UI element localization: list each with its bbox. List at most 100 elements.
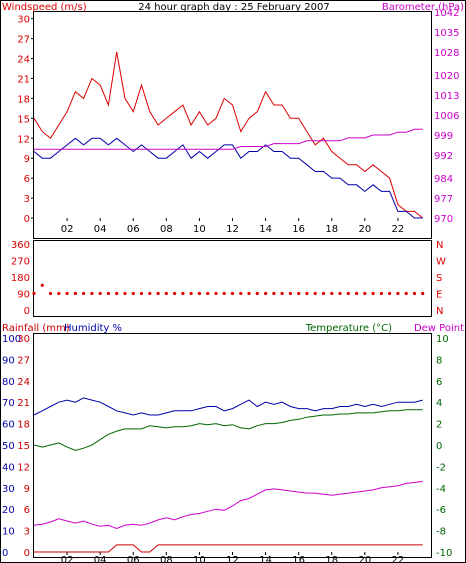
y-left-tick-label: 6 — [24, 174, 30, 185]
rain-tick-label: 18 — [17, 420, 30, 431]
panel3-humidity-label: Humidity % — [64, 323, 122, 334]
direction-point — [363, 291, 367, 296]
direction-point — [379, 291, 383, 296]
y-left-tick-label: 3 — [24, 194, 30, 205]
x-tick-label: 12 — [226, 555, 239, 563]
direction-compass-label: E — [436, 290, 442, 301]
humidity-tick-label: 100 — [2, 334, 21, 345]
panel2-frame — [33, 240, 432, 317]
direction-point — [73, 291, 77, 296]
direction-compass-label: W — [436, 257, 446, 268]
x-tick-label: 22 — [392, 555, 405, 563]
x-tick-label: 12 — [226, 224, 239, 235]
direction-point — [247, 291, 251, 296]
x-tick-label: 10 — [193, 555, 206, 563]
humidity-tick-label: 70 — [2, 398, 15, 409]
direction-point — [346, 291, 350, 296]
rain-tick-label: 27 — [17, 355, 30, 366]
direction-point — [264, 291, 268, 296]
y-left-tick-label: 24 — [17, 55, 30, 66]
y-left-tick-label: 18 — [17, 94, 30, 105]
humidity-tick-label: 0 — [2, 548, 8, 559]
direction-point — [40, 283, 44, 287]
y-right-tick-label: 970 — [434, 214, 453, 225]
direction-point — [288, 291, 292, 296]
x-tick-label: 10 — [193, 224, 206, 235]
direction-point — [388, 291, 392, 296]
humidity-tick-label: 80 — [2, 377, 15, 388]
x-tick-label: 06 — [127, 224, 140, 235]
direction-point — [355, 291, 359, 296]
direction-point — [222, 291, 226, 296]
direction-point — [197, 291, 201, 296]
temperature-tick-label: 10 — [436, 334, 449, 345]
direction-point — [280, 291, 284, 296]
direction-point — [139, 291, 144, 296]
series-line-gust — [33, 51, 424, 219]
panel1-frame — [33, 11, 432, 239]
direction-point — [338, 291, 342, 296]
chart-title: 24 hour graph day : 25 February 2007 — [138, 2, 329, 13]
direction-point — [90, 291, 94, 296]
y-right-tick-label: 1020 — [434, 71, 459, 82]
x-tick-label: 08 — [160, 555, 173, 563]
x-tick-label: 06 — [127, 555, 140, 563]
panel-wind-direction — [33, 240, 432, 317]
y-left-tick-label: 15 — [17, 114, 30, 125]
temperature-tick-label: 6 — [436, 377, 442, 388]
direction-point — [123, 291, 127, 296]
direction-point — [98, 291, 102, 296]
series-line-dewpoint — [33, 480, 423, 530]
temperature-tick-label: 8 — [436, 355, 442, 366]
y-right-tick-label: 1042 — [434, 8, 459, 19]
direction-point — [189, 291, 193, 296]
rain-tick-label: 9 — [24, 484, 30, 495]
temperature-tick-label: -2 — [436, 462, 446, 473]
y-right-tick-label: 999 — [434, 131, 453, 142]
rain-tick-label: 21 — [17, 398, 30, 409]
humidity-tick-label: 90 — [2, 355, 15, 366]
temperature-tick-label: -6 — [436, 505, 446, 516]
panel3-frame — [33, 333, 432, 558]
direction-point — [321, 291, 326, 296]
temperature-tick-label: -8 — [436, 527, 446, 538]
x-tick-label: 18 — [325, 555, 338, 563]
x-tick-label: 20 — [358, 224, 371, 235]
x-tick-label: 22 — [392, 224, 405, 235]
direction-point — [206, 291, 210, 296]
x-tick-label: 02 — [61, 224, 74, 235]
series-line-rainfall — [34, 544, 423, 553]
direction-degree-label: 360 — [11, 240, 30, 251]
y-left-tick-label: 12 — [17, 134, 30, 145]
direction-point — [396, 291, 400, 296]
temperature-tick-label: 0 — [436, 441, 442, 452]
y-left-tick-label: 27 — [17, 35, 30, 46]
humidity-tick-label: 40 — [2, 462, 15, 473]
x-tick-label: 02 — [61, 555, 74, 563]
panel3-rain-label: Rainfall (mm) — [2, 323, 70, 334]
series-line-temperature — [33, 409, 423, 451]
direction-compass-label: S — [436, 273, 442, 284]
humidity-tick-label: 60 — [2, 420, 15, 431]
panel-temperature-humidity: Rainfall (mm) Humidity % Temperature (°C… — [2, 323, 464, 558]
direction-point — [173, 291, 177, 296]
x-tick-label: 14 — [259, 555, 272, 563]
series-line-barometer — [34, 128, 423, 150]
temperature-tick-label: -4 — [436, 484, 446, 495]
x-tick-label: 16 — [292, 555, 305, 563]
y-right-tick-label: 992 — [434, 151, 453, 162]
direction-point — [313, 291, 317, 296]
direction-point — [164, 291, 168, 296]
y-left-tick-label: 9 — [24, 154, 30, 165]
direction-point — [148, 291, 152, 296]
direction-point — [82, 291, 86, 296]
direction-degree-label: 270 — [11, 257, 30, 268]
panel-wind-barometer: Windspeed (m/s) 24 hour graph day : 25 F… — [2, 2, 464, 239]
y-right-tick-label: 977 — [434, 194, 453, 205]
direction-point — [106, 291, 110, 296]
y-right-tick-label: 1035 — [434, 28, 459, 39]
direction-point — [115, 291, 119, 296]
y-left-tick-label: 30 — [17, 15, 30, 26]
